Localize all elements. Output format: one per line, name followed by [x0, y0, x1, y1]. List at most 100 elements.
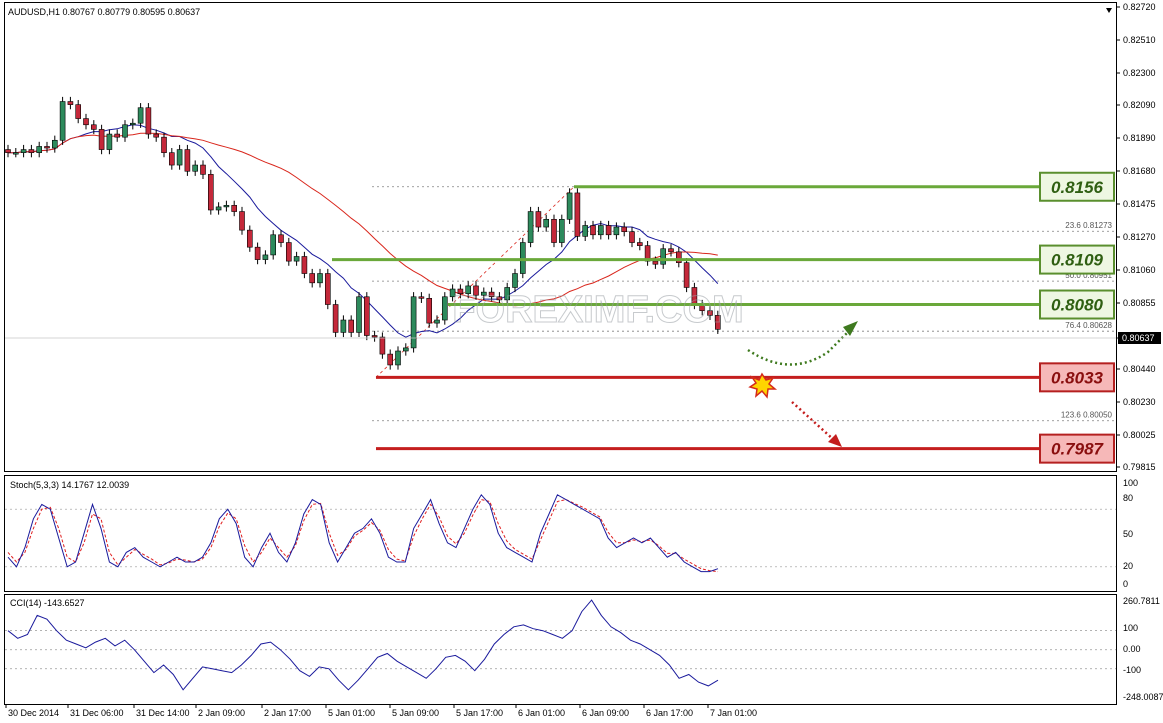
price-tick-label: 0.81270	[1123, 232, 1156, 242]
candle-body	[44, 146, 50, 149]
candle-body	[675, 251, 682, 263]
cci-line	[5, 599, 1116, 691]
candle-body	[114, 133, 120, 138]
price-tick-label: 0.81060	[1123, 265, 1156, 275]
candle-body	[169, 152, 175, 166]
candle-body	[410, 296, 417, 349]
stoch-main-line	[7, 493, 719, 573]
up-arrow-head	[843, 321, 858, 336]
forecast-arrows	[747, 321, 858, 447]
up-forecast-arrow	[747, 327, 853, 366]
candle-body	[660, 248, 667, 265]
candle-body	[379, 336, 386, 355]
stoch-panel	[4, 475, 1117, 592]
candle-body	[566, 192, 573, 220]
candle-body	[613, 226, 620, 236]
candle-body	[13, 152, 19, 155]
candle-body	[278, 234, 284, 243]
cci-line-path	[7, 599, 719, 691]
time-label: 2 Jan 09:00	[198, 708, 245, 718]
stoch-tick-label: 0	[1123, 579, 1128, 589]
price-tick-label: 0.82720	[1123, 2, 1156, 12]
current-price-label: 0.80637	[1122, 333, 1155, 343]
price-tick-label: 0.81475	[1123, 199, 1156, 209]
candle-body	[535, 211, 542, 228]
candle-body	[543, 218, 550, 228]
candle-body	[519, 242, 526, 274]
candle-body	[558, 218, 565, 243]
candle-body	[301, 256, 308, 274]
price-tick-label: 0.82090	[1123, 100, 1156, 110]
candle-body	[356, 296, 362, 333]
candle-body	[5, 149, 11, 153]
cci-tick-label: 0.00	[1123, 644, 1141, 654]
price-tick-label: 0.81680	[1123, 166, 1156, 176]
fib-label: 123.6 0.80050	[1061, 411, 1113, 420]
candle-body	[652, 260, 659, 265]
price-tick-label: 0.82300	[1123, 68, 1156, 78]
candle-body	[449, 288, 456, 298]
candle-body	[285, 242, 292, 262]
stoch-label: Stoch(5,3,3) 14.1767 12.0039	[10, 480, 129, 490]
candle-body	[184, 149, 191, 172]
level-label: 0.7987	[1051, 440, 1105, 459]
candle-body	[387, 353, 394, 366]
candle-body	[590, 225, 596, 236]
candle-body	[215, 206, 222, 211]
candle-body	[426, 298, 433, 324]
candle-body	[418, 296, 425, 299]
candle-body	[621, 226, 628, 232]
candle-body	[605, 225, 612, 236]
cci-tick-label: -248.0087	[1123, 692, 1163, 702]
candle-body	[324, 273, 331, 305]
candle-body	[574, 192, 581, 237]
current-price-box	[1118, 332, 1161, 344]
price-tick-label: 0.80025	[1123, 430, 1156, 440]
candle-body	[98, 129, 105, 150]
candle-body	[153, 133, 159, 138]
candle-body	[51, 139, 58, 149]
candle-body	[582, 225, 589, 237]
candle-body	[340, 319, 347, 333]
time-label: 2 Jan 17:00	[264, 708, 311, 718]
cci-label: CCI(14) -143.6527	[10, 598, 85, 608]
candle-body	[262, 254, 269, 260]
level-box	[1039, 244, 1115, 275]
candle-body	[473, 285, 479, 296]
level-box	[1039, 362, 1115, 393]
candle-body	[137, 107, 144, 124]
level-box	[1039, 171, 1115, 202]
candle-body	[176, 149, 183, 166]
candle-body	[36, 146, 43, 153]
candle-body	[28, 149, 35, 153]
candle-body	[59, 101, 66, 141]
time-label: 31 Dec 06:00	[70, 708, 124, 718]
candle-body	[145, 107, 152, 135]
level-label: 0.8080	[1051, 296, 1104, 315]
time-label: 7 Jan 01:00	[710, 708, 757, 718]
candle-body	[348, 319, 355, 333]
candle-body	[527, 211, 534, 243]
candle-body	[254, 246, 261, 260]
candle-body	[434, 319, 440, 324]
cci-tick-label: 260.7811	[1123, 596, 1160, 606]
stoch-tick-label: 80	[1123, 493, 1133, 503]
candle-body	[512, 273, 518, 288]
time-label: 6 Jan 01:00	[518, 708, 565, 718]
candle-body	[668, 248, 674, 253]
chart-shift-icon	[1106, 8, 1112, 13]
candle-body	[20, 149, 27, 153]
candle-body	[465, 285, 472, 294]
time-label: 6 Jan 09:00	[582, 708, 629, 718]
stoch-tick-label: 100	[1123, 478, 1138, 488]
candle-body	[683, 262, 690, 288]
stochastic-lines	[5, 493, 1116, 573]
key-levels: 0.8156 0.8109 0.8080 0.8033 0.7987	[332, 171, 1115, 464]
candle-body	[309, 273, 316, 284]
stoch-tick-label: 50	[1123, 529, 1133, 539]
candle-body	[504, 287, 511, 301]
level-label: 0.8156	[1051, 178, 1104, 197]
candle-body	[707, 310, 713, 316]
